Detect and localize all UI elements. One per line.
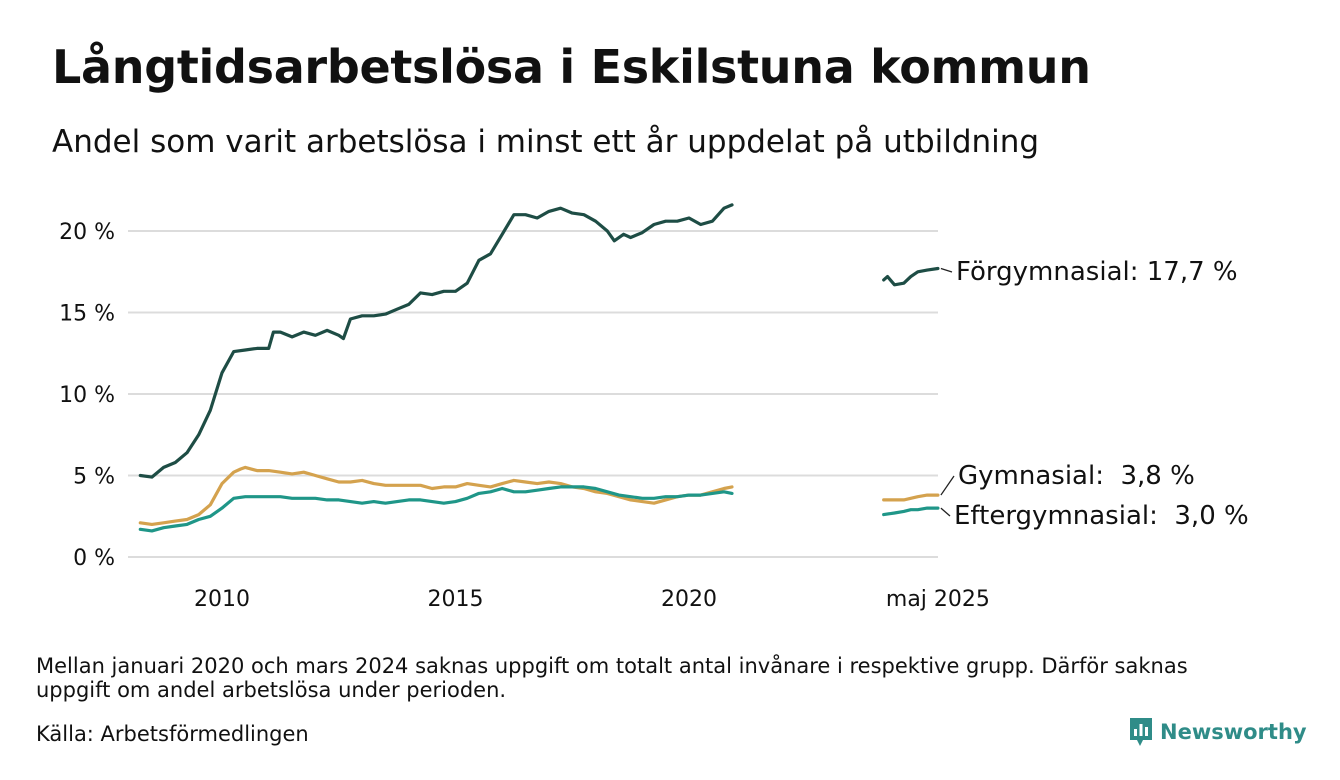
series-end-label-eftergymnasial: Eftergymnasial: 3,0 % xyxy=(954,501,1249,531)
y-tick-label: 0 % xyxy=(73,546,115,571)
series-line-f-rgymnasial-segment-2 xyxy=(882,266,940,287)
series-end-label-f-rgymnasial: Förgymnasial: 17,7 % xyxy=(956,257,1238,287)
series-end-labels: Förgymnasial: 17,7 % Gymnasial: 3,8 % Efte… xyxy=(940,257,1249,531)
chart-subtitle: Andel som varit arbetslösa i minst ett å… xyxy=(52,124,1040,160)
gridlines xyxy=(128,230,938,558)
line-chart: 0 %5 %10 %15 %20 % 2010 2015 2020 maj 2025 … xyxy=(59,203,1249,612)
brand-logo[interactable]: Newsworthy xyxy=(1128,716,1307,748)
y-tick-label: 10 % xyxy=(59,383,115,408)
y-axis-tick-labels: 0 % 5 % 10 % 15 % 20 % xyxy=(59,220,115,571)
brand-name: Newsworthy xyxy=(1160,720,1307,744)
series-end-label-gymnasial: Gymnasial: 3,8 % xyxy=(958,461,1195,491)
x-tick-label: 2020 xyxy=(661,587,717,612)
series-line-gymnasial-segment-2 xyxy=(882,493,940,502)
x-axis-tick-labels: 2010 2015 2020 maj 2025 xyxy=(194,587,990,612)
source-credit: Källa: Arbetsförmedlingen xyxy=(36,722,309,746)
series-lines xyxy=(138,203,940,533)
y-tick-label: 15 % xyxy=(59,302,115,327)
y-tick-label: 5 % xyxy=(73,465,115,490)
x-tick-label: maj 2025 xyxy=(886,587,990,612)
x-tick-label: 2010 xyxy=(194,587,250,612)
footnote: Mellan januari 2020 och mars 2024 saknas… xyxy=(36,654,1188,702)
series-line-gymnasial-segment-1 xyxy=(138,465,734,526)
series-label-connector-eftergymnasial xyxy=(940,507,951,517)
chart-title: Långtidsarbetslösa i Eskilstuna kommun xyxy=(52,40,1091,94)
y-tick-label: 20 % xyxy=(59,220,115,245)
series-line-f-rgymnasial-segment-1 xyxy=(138,203,734,479)
series-label-connector-gymnasial xyxy=(940,475,955,496)
series-line-eftergymnasial-segment-1 xyxy=(138,485,734,533)
x-tick-label: 2015 xyxy=(428,587,484,612)
series-line-eftergymnasial-segment-2 xyxy=(882,506,940,517)
series-label-connector-f-rgymnasial xyxy=(940,267,953,273)
newsworthy-logo-icon xyxy=(1130,718,1152,746)
